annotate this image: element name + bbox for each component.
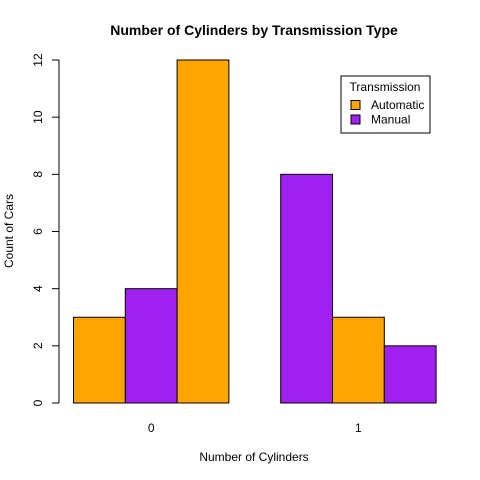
y-axis-label: Count of Cars xyxy=(2,194,16,268)
bar xyxy=(176,59,230,404)
legend-title: Transmission xyxy=(350,80,421,94)
bar xyxy=(383,345,437,404)
y-tick-label: 12 xyxy=(31,53,45,67)
bar xyxy=(73,316,126,404)
x-tick-label: 0 xyxy=(148,421,155,435)
legend-swatch xyxy=(350,114,361,125)
bars-group xyxy=(73,59,437,404)
y-tick-label: 0 xyxy=(31,399,45,406)
legend-label: Manual xyxy=(371,113,410,127)
bar xyxy=(280,173,334,404)
legend-swatch xyxy=(350,100,361,110)
legend-label: Automatic xyxy=(371,98,424,112)
bar xyxy=(124,288,178,404)
y-tick-label: 8 xyxy=(31,171,45,178)
y-tick-label: 6 xyxy=(31,228,45,235)
bar xyxy=(332,316,385,404)
x-tick-label: 1 xyxy=(355,421,362,435)
y-tick-label: 10 xyxy=(31,110,45,124)
y-axis: 0 2 4 6 8 10 12 xyxy=(31,53,60,406)
chart-title: Number of Cylinders by Transmission Type xyxy=(110,22,398,38)
y-tick-label: 2 xyxy=(31,342,45,349)
x-axis-label: Number of Cylinders xyxy=(199,450,308,464)
y-tick-label: 4 xyxy=(31,285,45,292)
